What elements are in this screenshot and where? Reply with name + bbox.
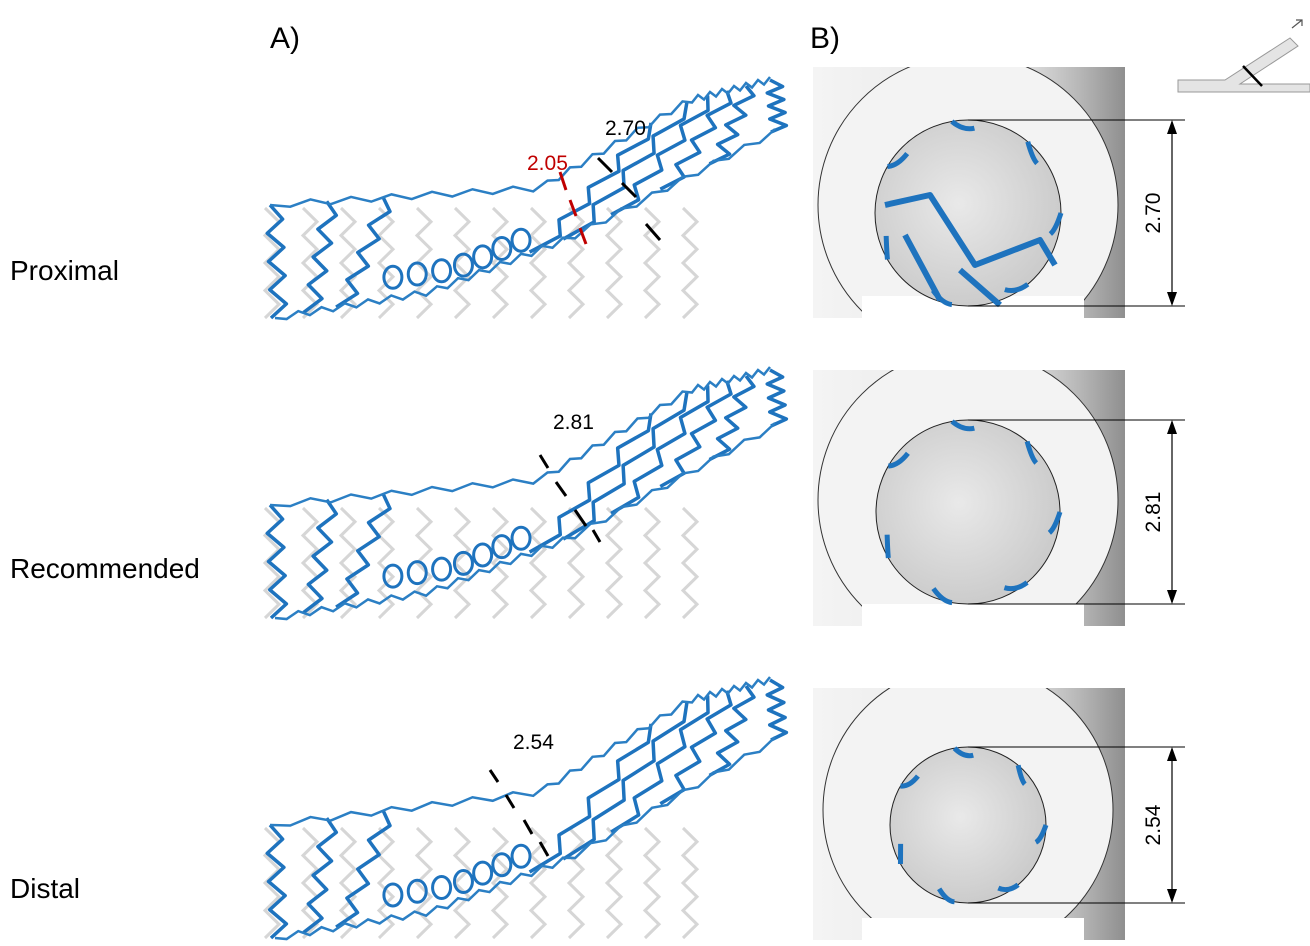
main-vessel-stent — [303, 208, 317, 318]
figure: A) B) Proximal 2.70 2.05 2.70 Recommended 2.8… — [0, 0, 1310, 946]
row-label: Recommended — [10, 553, 200, 584]
ring-gap — [862, 604, 1084, 634]
row: Recommended 2.81 2.81 — [10, 350, 1185, 650]
main-vessel-stent — [645, 508, 659, 618]
measure-mark — [524, 820, 532, 834]
stent-connector — [408, 263, 426, 285]
measure-mark — [490, 770, 498, 782]
lumen — [890, 747, 1046, 903]
measure-mark — [556, 482, 566, 496]
side-branch-stent — [767, 80, 786, 132]
side-branch-stent — [563, 702, 687, 859]
measurement: 2.81 — [553, 411, 594, 434]
stent-connector — [512, 845, 530, 867]
measure-mark — [598, 158, 612, 172]
row-label: Proximal — [10, 255, 119, 286]
measure-mark — [540, 455, 548, 468]
measurement: 2.54 — [1142, 804, 1165, 845]
section-body — [813, 665, 1125, 946]
side-branch-stent — [336, 198, 390, 307]
row: Proximal 2.70 2.05 2.70 — [10, 55, 1185, 355]
stent-view: 2.81 — [265, 367, 786, 619]
strut — [886, 236, 887, 260]
side-branch-stent — [767, 370, 786, 426]
stent-connector — [512, 229, 530, 251]
measurement: 2.05 — [527, 152, 568, 175]
side-branch-stent — [767, 680, 786, 740]
main-vessel-stent — [455, 508, 469, 618]
stent-connector — [433, 260, 451, 282]
panel-label: B) — [810, 22, 840, 55]
cross-section: 2.70 — [813, 55, 1185, 355]
measure-mark — [506, 795, 514, 808]
main-vessel-stent — [303, 508, 317, 618]
cross-section: 2.81 — [813, 350, 1185, 650]
stent-edge — [275, 129, 775, 319]
stent-edge — [275, 423, 775, 619]
stent-view: 2.54 — [265, 677, 786, 939]
side-branch-stent — [710, 376, 754, 460]
main-vessel-stent — [569, 508, 583, 618]
side-branch-stent — [530, 123, 651, 252]
section-body — [813, 350, 1125, 650]
stent-edge — [270, 77, 770, 207]
main-vessel-stent — [531, 208, 545, 318]
row-label: Distal — [10, 873, 80, 904]
stent-connector — [433, 877, 451, 899]
main-vessel-stent — [569, 828, 583, 938]
main-vessel-stent — [683, 208, 697, 318]
strut — [887, 535, 888, 558]
stent-connector — [474, 862, 492, 884]
main-vessel-stent — [531, 508, 545, 618]
stent-connector — [474, 246, 492, 268]
main-vessel-stent — [607, 828, 621, 938]
lumen — [876, 420, 1060, 604]
side-branch-stent — [710, 686, 754, 775]
ring-gap — [862, 918, 1084, 946]
main-vessel-stent — [683, 508, 697, 618]
main-vessel-stent — [683, 828, 697, 938]
stent-view: 2.70 2.05 — [265, 77, 786, 319]
row: Distal 2.54 2.54 — [10, 665, 1185, 946]
main-vessel-stent — [455, 208, 469, 318]
measurement: 2.54 — [513, 731, 554, 754]
stent-connector — [512, 527, 530, 549]
measurement: 2.70 — [605, 117, 646, 140]
stent-connector — [474, 544, 492, 566]
measurement: 2.81 — [1142, 492, 1165, 533]
main-vessel-stent — [569, 208, 583, 318]
bifurcation-icon — [1178, 20, 1310, 92]
main-vessel-stent — [645, 828, 659, 938]
panel-label: A) — [270, 22, 300, 55]
section-body — [813, 55, 1125, 355]
measurement: 2.70 — [1142, 193, 1165, 234]
main-vessel-stent — [607, 208, 621, 318]
main-vessel-stent — [607, 508, 621, 618]
stent-connector — [433, 558, 451, 580]
main-vessel-stent — [455, 828, 469, 938]
cross-section: 2.54 — [813, 665, 1185, 946]
measure-mark — [593, 530, 600, 542]
